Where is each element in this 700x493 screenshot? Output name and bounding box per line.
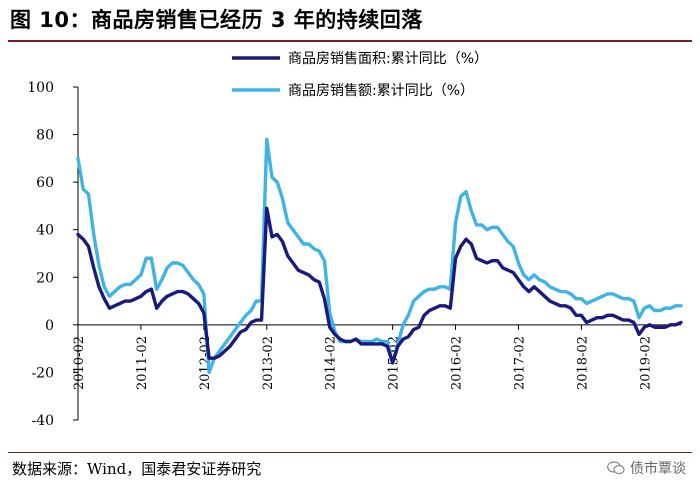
watermark: 债市覃谈 xyxy=(607,458,686,478)
legend-label-1: 商品房销售面积:累计同比（%） xyxy=(288,51,488,67)
line-chart: -40 -20 0 20 40 60 80 100 2010-02 2011-02 2012-02 2… xyxy=(27,51,683,429)
x-tick-label: 2013-02 xyxy=(261,336,276,390)
y-tick-label: 40 xyxy=(36,223,54,239)
x-tick-label: 2010-02 xyxy=(72,336,87,390)
x-tick-label: 2017-02 xyxy=(512,336,527,390)
y-tick-label: 80 xyxy=(36,128,54,144)
axes: -40 -20 0 20 40 60 80 100 2010-02 2011-02 2012-02 2… xyxy=(27,80,681,429)
wechat-icon xyxy=(607,461,625,475)
data-source-note: 数据来源：Wind，国泰君安证券研究 xyxy=(12,460,262,478)
legend-label-2: 商品房销售额:累计同比（%） xyxy=(288,83,474,99)
x-tick-label: 2012-02 xyxy=(198,336,213,390)
title-divider xyxy=(8,40,692,42)
series-line-1 xyxy=(76,206,683,365)
x-tick-label: 2011-02 xyxy=(135,336,150,390)
series-layer xyxy=(76,137,683,375)
chart-title: 图 10：商品房销售已经历 3 年的持续回落 xyxy=(10,8,423,32)
y-tick-label: 0 xyxy=(45,318,54,334)
x-tick-label: 2018-02 xyxy=(575,336,590,390)
y-tick-label: 60 xyxy=(36,175,54,191)
x-tick-label: 2019-02 xyxy=(638,336,653,390)
watermark-text: 债市覃谈 xyxy=(630,461,686,477)
source-divider xyxy=(8,452,692,453)
series-line-2 xyxy=(76,137,683,375)
y-tick-label: 100 xyxy=(27,80,54,96)
legend: 商品房销售面积:累计同比（%） 商品房销售额:累计同比（%） xyxy=(232,51,488,99)
y-tick-label: 20 xyxy=(36,270,54,286)
y-tick-label: -40 xyxy=(31,413,54,429)
x-tick-label: 2014-02 xyxy=(324,336,339,390)
y-tick-label: -20 xyxy=(31,365,54,381)
x-tick-label: 2016-02 xyxy=(450,336,465,390)
